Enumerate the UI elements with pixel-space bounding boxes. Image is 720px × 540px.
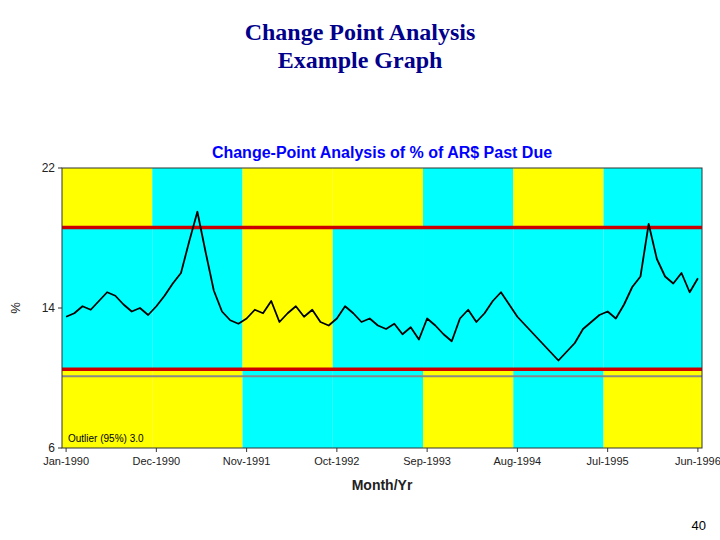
segment-band (423, 369, 513, 448)
x-tick (607, 448, 608, 452)
x-tick (156, 448, 157, 452)
x-tick-label: Sep-1993 (403, 455, 451, 467)
segment-band (423, 168, 513, 228)
segment-band (513, 228, 603, 370)
data-line (66, 212, 698, 361)
subtitle: Change-Point Analysis of % of AR$ Past D… (212, 144, 552, 161)
y-tick (58, 448, 62, 449)
page-number: 40 (692, 518, 706, 533)
x-tick-label: Oct-1992 (314, 455, 359, 467)
reference-line (62, 368, 702, 372)
segment-band (62, 369, 152, 448)
title: Change Point AnalysisExample Graph (245, 19, 476, 73)
x-tick-label: Jun-1996 (675, 455, 720, 467)
y-axis-label: % (8, 302, 23, 314)
reference-line (62, 375, 702, 377)
segment-band (152, 369, 242, 448)
y-tick (58, 168, 62, 169)
plot-area (62, 168, 702, 448)
segment-band (513, 168, 603, 228)
x-axis-label: Month/Yr (352, 477, 413, 493)
x-tick-label: Aug-1994 (494, 455, 542, 467)
segment-band (243, 228, 333, 370)
chart: Change Point AnalysisExample GraphChange… (0, 0, 720, 540)
title-line: Change Point Analysis (245, 19, 476, 45)
y-tick-label: 6 (48, 441, 55, 455)
segment-band (513, 369, 603, 448)
y-tick-label: 14 (42, 301, 56, 315)
x-tick (336, 448, 337, 452)
segment-band (423, 228, 513, 370)
plot-frame (62, 168, 702, 448)
segment-band (152, 228, 242, 370)
title-line: Example Graph (278, 47, 443, 73)
segment-band (333, 228, 423, 370)
segment-band (243, 168, 333, 228)
annotation: Outlier (95%) 3.0 (68, 433, 144, 444)
y-tick-label: 22 (42, 161, 56, 175)
x-tick (246, 448, 247, 452)
y-tick (58, 308, 62, 309)
x-tick (697, 448, 698, 452)
x-tick-label: Nov-1991 (223, 455, 271, 467)
segment-band (62, 168, 152, 228)
reference-line (62, 226, 702, 230)
segment-band (62, 228, 152, 370)
x-tick-label: Jul-1995 (587, 455, 629, 467)
x-tick (427, 448, 428, 452)
x-tick-label: Dec-1990 (133, 455, 181, 467)
segment-band (604, 369, 702, 448)
x-tick-label: Jan-1990 (43, 455, 89, 467)
segment-band (604, 168, 702, 228)
segment-band (243, 369, 333, 448)
segment-band (152, 168, 242, 228)
segment-band (333, 369, 423, 448)
segment-band (604, 228, 702, 370)
x-tick (66, 448, 67, 452)
x-tick (517, 448, 518, 452)
segment-band (333, 168, 423, 228)
